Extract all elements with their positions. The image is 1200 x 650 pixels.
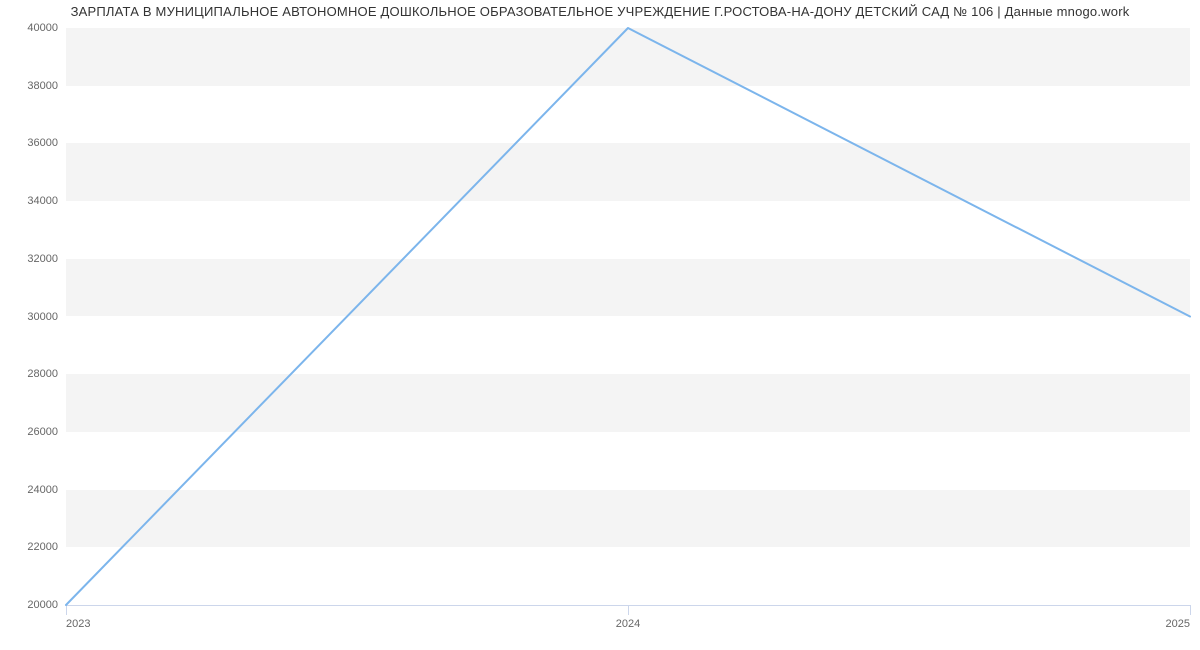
x-tick-mark bbox=[66, 605, 67, 615]
y-tick-label: 22000 bbox=[8, 541, 58, 553]
y-tick-label: 40000 bbox=[8, 22, 58, 34]
plot-area: 2000022000240002600028000300003200034000… bbox=[66, 28, 1190, 605]
chart-title: ЗАРПЛАТА В МУНИЦИПАЛЬНОЕ АВТОНОМНОЕ ДОШК… bbox=[0, 4, 1200, 19]
y-tick-label: 20000 bbox=[8, 599, 58, 611]
x-tick-label: 2023 bbox=[66, 618, 90, 630]
x-tick-label: 2024 bbox=[616, 618, 640, 630]
chart-container: ЗАРПЛАТА В МУНИЦИПАЛЬНОЕ АВТОНОМНОЕ ДОШК… bbox=[0, 0, 1200, 650]
series-line-salary bbox=[66, 28, 1190, 605]
y-tick-label: 32000 bbox=[8, 253, 58, 265]
x-tick-mark bbox=[1190, 605, 1191, 615]
y-tick-label: 30000 bbox=[8, 311, 58, 323]
y-tick-label: 28000 bbox=[8, 368, 58, 380]
x-tick-mark bbox=[628, 605, 629, 615]
y-tick-label: 36000 bbox=[8, 137, 58, 149]
y-tick-label: 26000 bbox=[8, 426, 58, 438]
x-tick-label: 2025 bbox=[1166, 618, 1190, 630]
series-svg bbox=[66, 28, 1190, 605]
y-tick-label: 24000 bbox=[8, 484, 58, 496]
y-tick-label: 34000 bbox=[8, 195, 58, 207]
y-tick-label: 38000 bbox=[8, 80, 58, 92]
